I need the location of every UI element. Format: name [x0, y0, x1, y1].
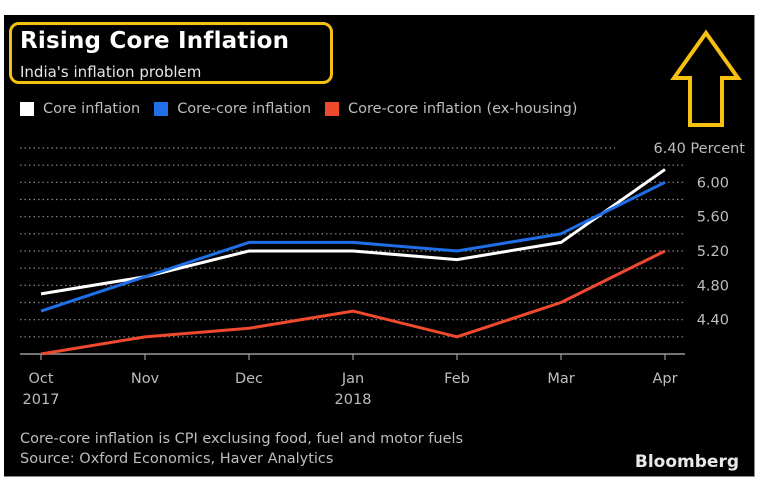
footnote-source: Source: Oxford Economics, Haver Analytic… [20, 451, 334, 467]
series-line-0 [40, 168, 666, 296]
footnote-definition: Core-core inflation is CPI exclusing foo… [20, 431, 464, 447]
legend-label-ex-housing: Core-core inflation (ex-housing) [348, 101, 578, 117]
y-tick-label: 5.60 [697, 210, 729, 226]
series-line-2 [40, 249, 666, 356]
x-axis-labels: Oct 2017 Nov Dec Jan 2018 Feb Mar Apr [23, 371, 678, 408]
series-line-1 [40, 180, 666, 313]
legend-item-core: Core inflation [20, 101, 140, 117]
legend-swatch-core [20, 102, 34, 116]
x-tick-label: Mar [547, 371, 574, 387]
legend-item-core-core: Core-core inflation [154, 101, 311, 117]
x-axis [20, 353, 685, 360]
y-tick-label: 6.00 [697, 175, 729, 191]
y-tick-label: 6.40 Percent [654, 141, 746, 157]
x-tick-year-label: 2018 [335, 392, 372, 408]
legend-swatch-ex-housing [325, 102, 340, 116]
chart-subtitle: India's inflation problem [20, 63, 202, 81]
x-tick-label: Feb [444, 371, 470, 387]
chart-title: Rising Core Inflation [20, 28, 290, 54]
y-axis-labels: 6.40 Percent 6.00 5.60 5.20 4.80 4.40 [654, 141, 746, 329]
x-tick-label: Oct [28, 371, 53, 387]
up-arrow-icon [670, 29, 742, 127]
y-tick-label: 5.20 [697, 244, 729, 260]
legend-item-ex-housing: Core-core inflation (ex-housing) [325, 101, 577, 117]
bloomberg-logo: Bloomberg [634, 452, 739, 472]
y-tick-label: 4.40 [697, 313, 729, 329]
x-tick-label: Jan [341, 371, 364, 387]
x-tick-label: Nov [131, 371, 160, 387]
series-lines [40, 168, 666, 356]
legend-label-core-core: Core-core inflation [177, 101, 312, 117]
y-tick-label: 4.80 [697, 278, 729, 294]
legend-swatch-core-core [154, 102, 169, 116]
legend-label-core: Core inflation [43, 101, 141, 117]
x-tick-year-label: 2017 [23, 392, 60, 408]
x-tick-label: Dec [235, 371, 263, 387]
x-tick-label: Apr [652, 371, 677, 387]
legend: Core inflation Core-core inflation Core-… [20, 101, 591, 117]
title-highlight-box [9, 22, 333, 84]
